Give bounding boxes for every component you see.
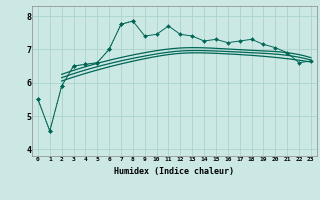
- X-axis label: Humidex (Indice chaleur): Humidex (Indice chaleur): [115, 167, 234, 176]
